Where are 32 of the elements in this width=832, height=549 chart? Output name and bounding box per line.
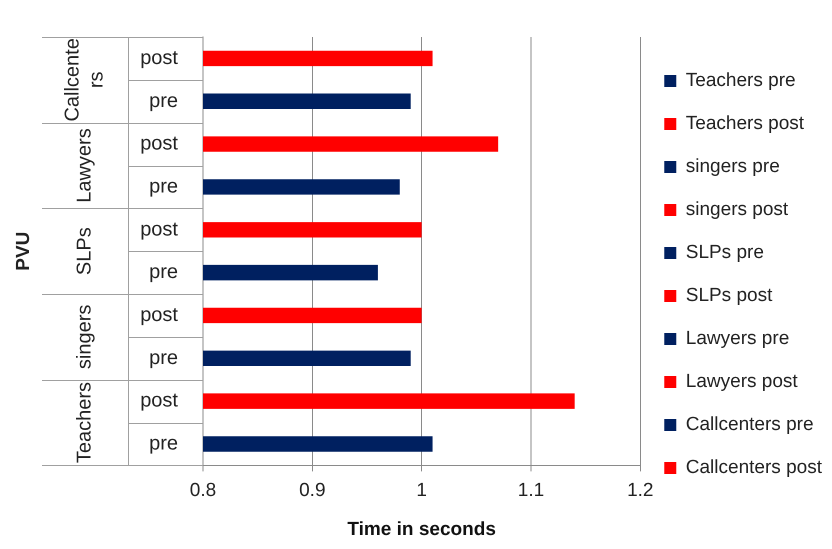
x-tick-label: 0.8 bbox=[190, 480, 216, 502]
text: PVU bbox=[13, 232, 34, 271]
legend-label: singers post bbox=[686, 199, 789, 220]
legend-label: Teachers pre bbox=[686, 70, 796, 92]
y-tick-label: post bbox=[140, 132, 178, 155]
y-tick-label: post bbox=[140, 218, 178, 240]
legend-label: Lawyers pre bbox=[686, 328, 790, 350]
legend-label: Teachers post bbox=[686, 113, 805, 134]
text: singers bbox=[74, 304, 96, 370]
x-tick-label: 1.2 bbox=[627, 480, 654, 502]
y-tick-label: pre bbox=[149, 261, 178, 284]
y-tick-label: pre bbox=[149, 346, 178, 369]
y-tick-label: post bbox=[140, 46, 178, 69]
legend-label: Lawyers post bbox=[686, 371, 798, 392]
x-tick-label: 1 bbox=[416, 480, 427, 502]
x-axis-title: Time in seconds bbox=[347, 518, 496, 540]
text: Callcenters bbox=[62, 38, 108, 122]
y-tick-label: post bbox=[140, 390, 178, 412]
legend-label: SLPs post bbox=[686, 285, 774, 306]
y-tick-label: pre bbox=[149, 175, 178, 198]
x-tick-label: 0.9 bbox=[299, 480, 326, 502]
legend-label: singers pre bbox=[686, 156, 780, 178]
x-tick-label: 1.1 bbox=[518, 480, 544, 502]
y-tick-label: pre bbox=[149, 90, 178, 112]
y-tick-label: pre bbox=[149, 432, 178, 454]
y-tick-label: post bbox=[140, 304, 178, 326]
legend-label: Callcenters post bbox=[686, 457, 823, 478]
text: Lawyers bbox=[74, 128, 96, 203]
text: SLPs bbox=[74, 227, 96, 276]
legend-label: SLPs pre bbox=[686, 242, 764, 264]
text: Teachers bbox=[74, 382, 96, 464]
legend-label: Callcenters pre bbox=[686, 414, 814, 436]
